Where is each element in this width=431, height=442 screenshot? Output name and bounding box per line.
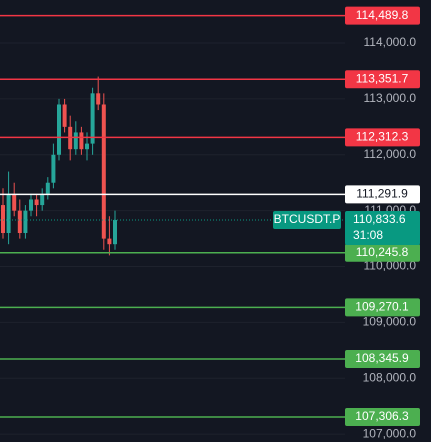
candle-body bbox=[79, 132, 84, 150]
level-label: 109,270.1 bbox=[355, 299, 409, 313]
level-label-box bbox=[345, 6, 420, 25]
candle-body bbox=[51, 154, 56, 183]
symbol-box bbox=[273, 210, 341, 229]
level-label-box bbox=[345, 243, 420, 262]
candle-body bbox=[23, 210, 28, 234]
countdown-label: 31:08 bbox=[353, 228, 383, 242]
candle-body bbox=[45, 182, 50, 194]
candle-body bbox=[85, 143, 89, 150]
candle-body bbox=[1, 205, 5, 234]
level-label: 113,351.7 bbox=[356, 71, 409, 85]
level-label-box bbox=[345, 298, 420, 317]
candle-body bbox=[40, 193, 45, 206]
level-label-box bbox=[345, 128, 420, 147]
level-label-box bbox=[345, 70, 420, 89]
y-tick-label: 110,000.0 bbox=[364, 259, 417, 273]
y-tick-label: 112,000.0 bbox=[364, 147, 417, 161]
candle-body bbox=[6, 193, 11, 234]
candle-body bbox=[96, 93, 101, 105]
level-label-box bbox=[345, 349, 420, 368]
y-tick-label: 114,000.0 bbox=[364, 35, 417, 49]
candle-body bbox=[34, 199, 39, 206]
candle-body bbox=[17, 210, 22, 234]
last-price-label: 110,833.6 bbox=[353, 212, 406, 226]
level-label: 114,489.8 bbox=[356, 8, 409, 22]
last-price-box bbox=[345, 210, 420, 245]
level-label: 111,291.9 bbox=[356, 187, 408, 201]
level-label-box bbox=[345, 185, 420, 204]
candle-body bbox=[12, 193, 17, 211]
y-tick-label: 109,000.0 bbox=[363, 315, 417, 329]
level-label-box bbox=[345, 408, 420, 427]
candle-body bbox=[90, 93, 95, 144]
y-tick-label: 107,000.0 bbox=[363, 426, 417, 440]
symbol-label: BTCUSDT.P bbox=[274, 212, 341, 226]
candle-body bbox=[62, 104, 67, 127]
candle-body bbox=[73, 132, 78, 150]
level-label: 108,345.9 bbox=[355, 351, 409, 365]
candle-body bbox=[29, 199, 33, 211]
level-label: 112,312.3 bbox=[356, 130, 409, 144]
y-tick-label: 108,000.0 bbox=[363, 370, 417, 384]
candle-body bbox=[57, 104, 61, 155]
candle-body bbox=[101, 104, 106, 239]
level-label: 110,245.8 bbox=[356, 245, 409, 259]
level-label: 107,306.3 bbox=[355, 409, 409, 423]
candle-body bbox=[113, 219, 117, 245]
y-tick-label: 113,000.0 bbox=[364, 91, 417, 105]
candle-body bbox=[107, 238, 112, 245]
